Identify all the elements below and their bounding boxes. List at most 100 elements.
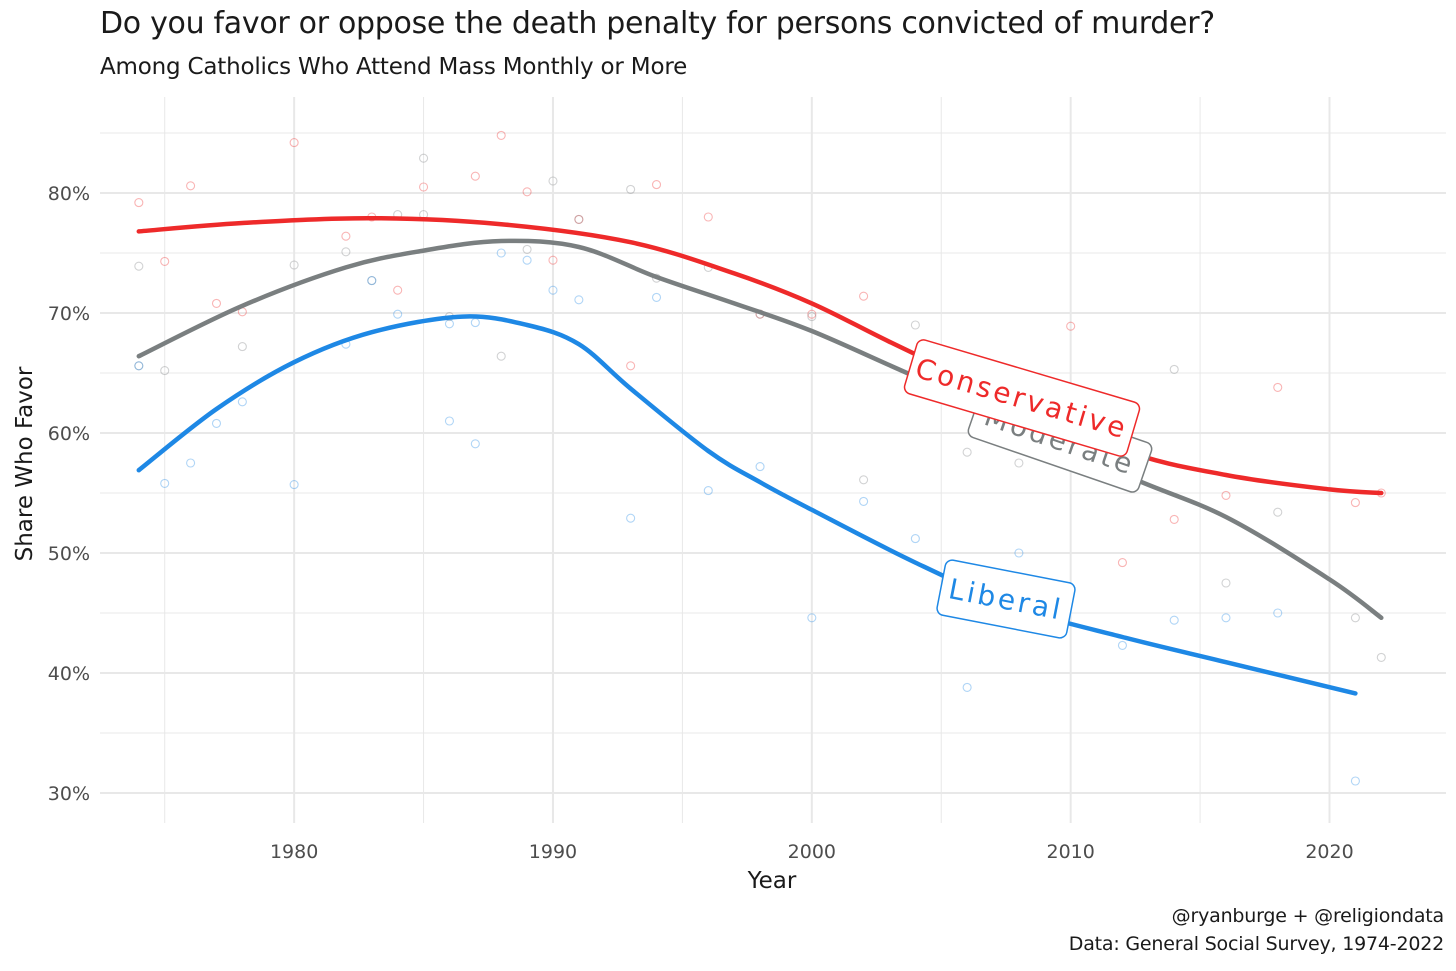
data-point-moderate [289, 260, 299, 270]
chart-title: Do you favor or oppose the death penalty… [100, 6, 1215, 41]
x-tick-label: 2000 [788, 841, 836, 863]
data-point-liberal [910, 534, 920, 544]
data-point-liberal [289, 480, 299, 490]
data-point-conservative [289, 138, 299, 148]
data-point-conservative [160, 256, 170, 266]
data-point-moderate [910, 320, 920, 330]
data-point-liberal [626, 513, 636, 523]
data-point-conservative [470, 171, 480, 181]
data-point-liberal [1273, 608, 1283, 618]
data-point-moderate [134, 261, 144, 271]
y-tick-label: 70% [48, 303, 90, 325]
data-point-conservative [393, 285, 403, 295]
y-tick-label: 30% [48, 783, 90, 805]
data-point-moderate [1221, 578, 1231, 588]
chart-subtitle: Among Catholics Who Attend Mass Monthly … [100, 54, 688, 80]
data-point-moderate [1169, 364, 1179, 374]
y-tick-label: 50% [48, 543, 90, 565]
data-point-liberal [211, 418, 222, 428]
data-point-liberal [496, 248, 506, 258]
data-point-conservative [548, 255, 558, 265]
data-point-liberal [134, 361, 144, 371]
data-point-liberal [651, 292, 662, 302]
data-point-moderate [807, 312, 817, 322]
grid [100, 97, 1446, 823]
data-point-moderate [160, 366, 170, 376]
data-point-moderate [859, 475, 869, 485]
data-point-liberal [548, 285, 558, 295]
trend-line-conservative [136, 215, 1384, 496]
data-point-conservative [496, 130, 506, 140]
data-point-liberal [160, 478, 170, 488]
scatter-points [134, 130, 1386, 786]
data-point-liberal [1221, 613, 1231, 623]
data-point-liberal [186, 458, 196, 468]
data-point-moderate [1273, 507, 1283, 517]
data-point-conservative [626, 361, 636, 371]
data-point-conservative [651, 180, 662, 190]
data-point-liberal [859, 496, 869, 506]
data-point-conservative [211, 298, 222, 308]
data-point-liberal [522, 255, 532, 265]
x-tick-label: 1990 [529, 841, 577, 863]
data-point-conservative [186, 181, 196, 191]
data-point-moderate [1376, 652, 1386, 662]
series-label-box [903, 339, 1141, 457]
data-point-conservative [1117, 558, 1127, 568]
data-point-liberal [962, 682, 972, 692]
data-point-moderate [419, 153, 429, 163]
data-point-moderate [341, 247, 351, 257]
data-point-conservative [1066, 321, 1076, 331]
data-point-conservative [1221, 490, 1231, 500]
data-point-moderate [496, 351, 506, 361]
data-point-liberal [1014, 548, 1024, 558]
data-point-conservative [703, 212, 713, 222]
y-tick-label: 40% [48, 663, 90, 685]
data-point-conservative [134, 198, 144, 208]
data-point-conservative [341, 231, 351, 241]
data-point-liberal [574, 295, 584, 305]
data-point-moderate [237, 342, 247, 352]
data-point-moderate [574, 214, 584, 224]
data-point-liberal [703, 486, 713, 496]
data-point-moderate [134, 361, 144, 371]
data-point-moderate [1014, 458, 1024, 468]
data-point-moderate [1350, 613, 1360, 623]
data-point-liberal [807, 613, 817, 623]
data-point-liberal [1169, 615, 1179, 625]
x-tick-label: 2020 [1305, 841, 1353, 863]
data-point-moderate [962, 447, 972, 457]
data-point-liberal [367, 276, 377, 286]
data-point-conservative [574, 214, 584, 224]
data-point-conservative [419, 182, 429, 192]
data-point-moderate [626, 184, 636, 194]
data-point-liberal [1117, 640, 1127, 650]
x-tick-label: 1980 [270, 841, 318, 863]
data-point-conservative [859, 291, 869, 301]
data-point-liberal [755, 462, 765, 472]
data-point-conservative [1169, 514, 1179, 524]
caption-credit: @ryanburge + @religiondata [1171, 905, 1445, 927]
data-point-conservative [1350, 498, 1360, 508]
y-tick-label: 60% [48, 423, 90, 445]
trend-line-moderate [136, 238, 1384, 621]
data-point-liberal [470, 318, 480, 328]
x-tick-label: 2010 [1046, 841, 1094, 863]
data-point-liberal [393, 309, 403, 319]
trend-line-liberal [136, 314, 1358, 696]
x-axis-title: Year [747, 868, 797, 894]
data-point-moderate [367, 276, 377, 286]
data-point-liberal [444, 416, 454, 426]
series-label-box [936, 559, 1076, 639]
data-point-moderate [548, 176, 558, 186]
data-point-conservative [1273, 382, 1283, 392]
trend-lines [136, 215, 1384, 696]
data-point-liberal [1350, 776, 1360, 786]
series-label-liberal: Liberal [936, 559, 1076, 639]
axis-ticks: 1980 1990 2000 2010 2020 30% 40% 50% 60% 70% 80% [48, 183, 1354, 863]
data-point-liberal [237, 397, 247, 407]
data-point-conservative [807, 309, 817, 319]
data-point-conservative [522, 187, 532, 197]
